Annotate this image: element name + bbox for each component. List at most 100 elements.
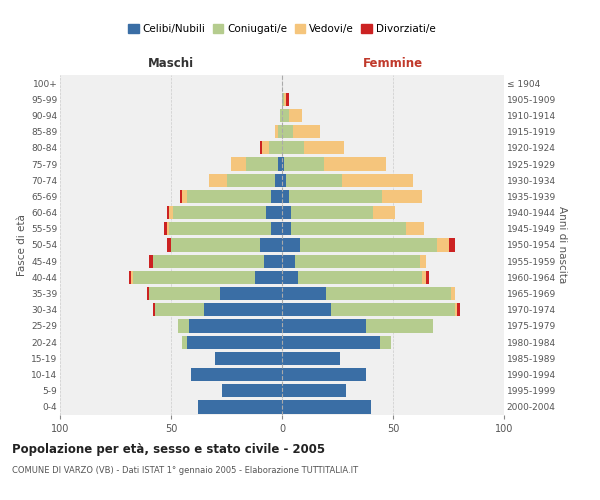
- Bar: [282, 222, 291, 235]
- Bar: [451, 287, 455, 300]
- Bar: [278, 125, 282, 138]
- Bar: [282, 320, 367, 332]
- Bar: [284, 158, 324, 170]
- Bar: [342, 174, 413, 187]
- Bar: [256, 270, 282, 284]
- Bar: [167, 206, 169, 220]
- Bar: [282, 352, 340, 365]
- Bar: [204, 303, 282, 316]
- Bar: [215, 352, 282, 365]
- Bar: [266, 206, 282, 220]
- Bar: [191, 368, 282, 381]
- Bar: [286, 174, 342, 187]
- Bar: [282, 174, 286, 187]
- Bar: [286, 92, 289, 106]
- Bar: [169, 206, 173, 220]
- Bar: [271, 190, 282, 203]
- Bar: [437, 238, 449, 252]
- Bar: [282, 287, 326, 300]
- Text: Femmine: Femmine: [363, 57, 423, 70]
- Bar: [380, 336, 391, 349]
- Bar: [382, 190, 422, 203]
- Bar: [129, 270, 131, 284]
- Bar: [260, 141, 262, 154]
- Bar: [133, 270, 256, 284]
- Bar: [167, 222, 169, 235]
- Bar: [282, 158, 284, 170]
- Bar: [153, 254, 264, 268]
- Bar: [426, 270, 428, 284]
- Bar: [293, 125, 320, 138]
- Bar: [300, 238, 437, 252]
- Bar: [422, 270, 426, 284]
- Bar: [289, 190, 382, 203]
- Bar: [182, 336, 187, 349]
- Bar: [282, 125, 293, 138]
- Bar: [231, 158, 247, 170]
- Legend: Celibi/Nubili, Coniugati/e, Vedovi/e, Divorziati/e: Celibi/Nubili, Coniugati/e, Vedovi/e, Di…: [124, 20, 440, 38]
- Bar: [324, 158, 386, 170]
- Bar: [187, 190, 271, 203]
- Bar: [282, 92, 284, 106]
- Bar: [282, 109, 289, 122]
- Bar: [275, 174, 282, 187]
- Bar: [280, 109, 282, 122]
- Bar: [289, 109, 302, 122]
- Bar: [182, 190, 187, 203]
- Bar: [282, 190, 289, 203]
- Bar: [457, 303, 460, 316]
- Bar: [260, 238, 282, 252]
- Bar: [282, 270, 298, 284]
- Text: Popolazione per età, sesso e stato civile - 2005: Popolazione per età, sesso e stato civil…: [12, 442, 325, 456]
- Bar: [455, 303, 457, 316]
- Bar: [326, 287, 451, 300]
- Bar: [164, 222, 167, 235]
- Bar: [197, 400, 282, 413]
- Bar: [155, 303, 204, 316]
- Bar: [304, 141, 344, 154]
- Bar: [247, 158, 278, 170]
- Bar: [171, 238, 260, 252]
- Bar: [222, 384, 282, 398]
- Bar: [284, 92, 286, 106]
- Bar: [282, 141, 304, 154]
- Bar: [180, 190, 182, 203]
- Y-axis label: Fasce di età: Fasce di età: [17, 214, 27, 276]
- Bar: [331, 303, 455, 316]
- Bar: [262, 141, 269, 154]
- Bar: [291, 222, 406, 235]
- Bar: [209, 174, 227, 187]
- Bar: [149, 254, 153, 268]
- Bar: [220, 287, 282, 300]
- Bar: [282, 254, 295, 268]
- Bar: [298, 270, 422, 284]
- Bar: [169, 222, 271, 235]
- Bar: [271, 222, 282, 235]
- Bar: [187, 336, 282, 349]
- Bar: [367, 320, 433, 332]
- Bar: [189, 320, 282, 332]
- Y-axis label: Anni di nascita: Anni di nascita: [557, 206, 567, 284]
- Bar: [373, 206, 395, 220]
- Bar: [291, 206, 373, 220]
- Bar: [419, 254, 426, 268]
- Bar: [178, 320, 189, 332]
- Bar: [282, 400, 371, 413]
- Bar: [275, 125, 278, 138]
- Text: Maschi: Maschi: [148, 57, 194, 70]
- Bar: [269, 141, 282, 154]
- Bar: [149, 287, 220, 300]
- Bar: [282, 336, 380, 349]
- Bar: [278, 158, 282, 170]
- Bar: [227, 174, 275, 187]
- Text: COMUNE DI VARZO (VB) - Dati ISTAT 1° gennaio 2005 - Elaborazione TUTTITALIA.IT: COMUNE DI VARZO (VB) - Dati ISTAT 1° gen…: [12, 466, 358, 475]
- Bar: [173, 206, 266, 220]
- Bar: [449, 238, 455, 252]
- Bar: [282, 206, 291, 220]
- Bar: [295, 254, 419, 268]
- Bar: [282, 368, 367, 381]
- Bar: [146, 287, 149, 300]
- Bar: [264, 254, 282, 268]
- Bar: [153, 303, 155, 316]
- Bar: [282, 303, 331, 316]
